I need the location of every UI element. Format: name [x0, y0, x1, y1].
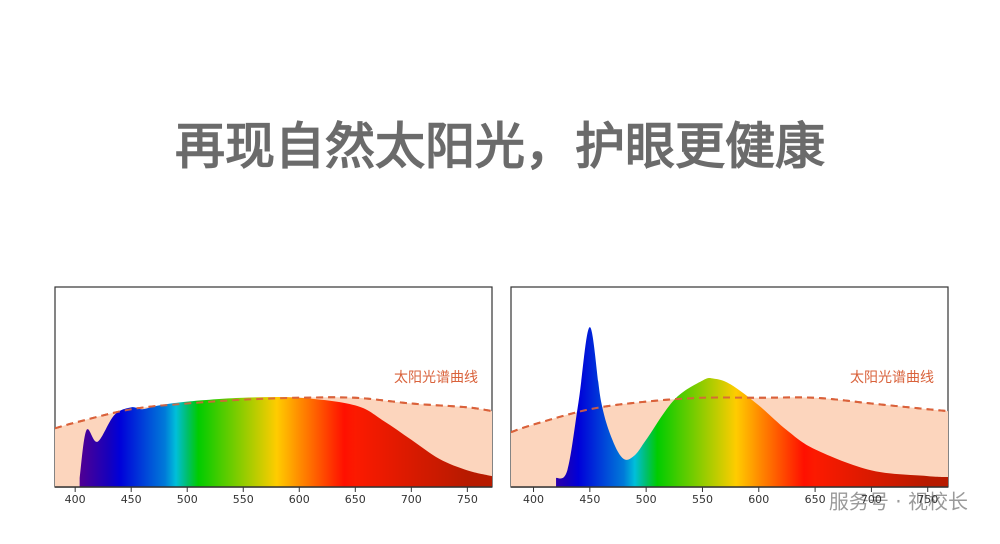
- x-tick-label: 550: [233, 493, 254, 506]
- plot-area: [55, 396, 492, 487]
- x-tick-label: 600: [748, 493, 769, 506]
- x-tick-label: 550: [692, 493, 713, 506]
- x-tick-label: 400: [65, 493, 86, 506]
- series-label: 太阳光谱曲线: [394, 370, 478, 386]
- spectrum-area: [79, 397, 492, 487]
- watermark: 服务号 · 视校长: [829, 490, 968, 514]
- x-tick-label: 450: [579, 493, 600, 506]
- x-tick-label: 650: [805, 493, 826, 506]
- x-tick-label: 450: [121, 493, 142, 506]
- x-tick-label: 600: [289, 493, 310, 506]
- x-tick-label: 750: [457, 493, 478, 506]
- series-label: 太阳光谱曲线: [850, 370, 934, 386]
- x-tick-label: 700: [861, 493, 882, 506]
- x-tick-label: 500: [177, 493, 198, 506]
- x-tick-label: 700: [401, 493, 422, 506]
- x-tick-label: 750: [917, 493, 938, 506]
- x-tick-label: 500: [636, 493, 657, 506]
- x-tick-label: 400: [523, 493, 544, 506]
- page-title: 再现自然太阳光，护眼更健康: [175, 118, 825, 176]
- plot-area: [511, 327, 948, 487]
- sunlight-curve-overlay: [55, 396, 492, 430]
- sunlight-curve-overlay: [511, 396, 948, 434]
- spectrum-area: [556, 327, 948, 487]
- x-tick-label: 650: [345, 493, 366, 506]
